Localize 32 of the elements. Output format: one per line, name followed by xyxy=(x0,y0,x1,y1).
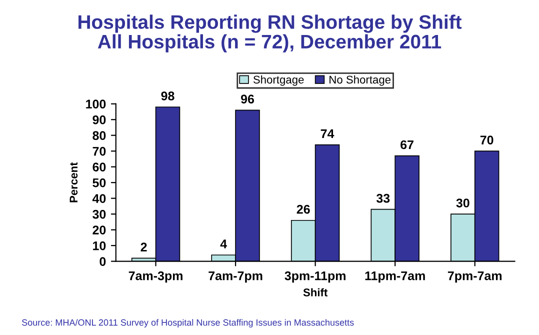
y-tick-label: 80 xyxy=(92,131,106,140)
y-tick-label: 70 xyxy=(92,146,106,156)
data-label: 96 xyxy=(240,94,254,104)
legend-label: Shortgage xyxy=(253,75,304,86)
x-tick-label: 7am-3pm xyxy=(128,271,182,283)
y-tick-label: 10 xyxy=(93,241,106,250)
data-label: 26 xyxy=(296,204,310,214)
x-tick-label: 7am-7pm xyxy=(208,271,262,283)
x-tick-label: 3pm-11pm xyxy=(284,271,346,283)
y-tick-label: 20 xyxy=(92,226,106,234)
y-tick-label: 0 xyxy=(100,257,106,266)
data-label: 30 xyxy=(456,198,470,208)
y-tick-label: 50 xyxy=(92,178,106,188)
source-note: Source: MHA/ONL 2011 Survey of Hospital Nurse Staffing Issues in Massachusetts xyxy=(22,319,354,328)
data-label: 70 xyxy=(480,136,494,144)
data-label: 4 xyxy=(220,240,227,248)
y-tick-label: 100 xyxy=(86,100,106,108)
y-tick-label: 30 xyxy=(92,210,106,219)
data-label: 67 xyxy=(400,140,414,150)
chart-title: Hospitals Reporting RN Shortage by Shift All Hospitals (n = 72), December 2011 xyxy=(78,14,462,52)
data-label: 74 xyxy=(320,129,334,138)
y-tick-label: 90 xyxy=(92,115,106,124)
y-axis-title: Percent xyxy=(70,162,78,202)
x-tick-label: 11pm-7am xyxy=(365,271,425,283)
data-label: 33 xyxy=(376,194,390,203)
data-label: 98 xyxy=(161,92,174,100)
x-tick-label: 7pm-7am xyxy=(448,271,502,283)
legend-label: No Shortage xyxy=(330,75,391,86)
y-tick-label: 40 xyxy=(92,194,106,203)
x-axis-title: Shift xyxy=(303,288,328,296)
y-tick-label: 60 xyxy=(92,162,106,172)
data-label: 2 xyxy=(140,242,147,252)
